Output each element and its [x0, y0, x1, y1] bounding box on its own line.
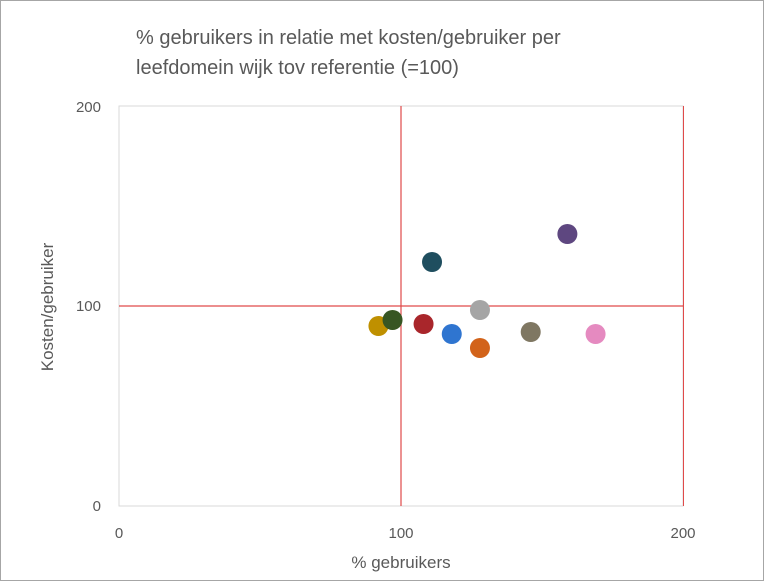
y-tick-label: 100 [76, 298, 101, 315]
data-point [585, 324, 606, 344]
data-point [441, 324, 462, 344]
x-tick-label: 100 [388, 525, 413, 542]
y-tick-label: 0 [93, 498, 101, 515]
data-point [469, 300, 490, 320]
data-point [469, 338, 490, 358]
plot-right-border [683, 106, 684, 506]
x-axis-title: % gebruikers [351, 553, 450, 572]
data-point [413, 314, 434, 334]
data-point [520, 322, 541, 342]
data-point [422, 252, 443, 272]
y-axis-title: Kosten/gebruiker [38, 242, 57, 371]
data-point [382, 310, 403, 330]
x-tick-label: 0 [115, 525, 123, 542]
chart-title: % gebruikers in relatie met kosten/gebru… [136, 27, 561, 79]
y-tick-label: 200 [76, 99, 101, 116]
data-points [368, 224, 606, 358]
data-point [557, 224, 578, 244]
x-tick-label: 200 [670, 525, 695, 542]
